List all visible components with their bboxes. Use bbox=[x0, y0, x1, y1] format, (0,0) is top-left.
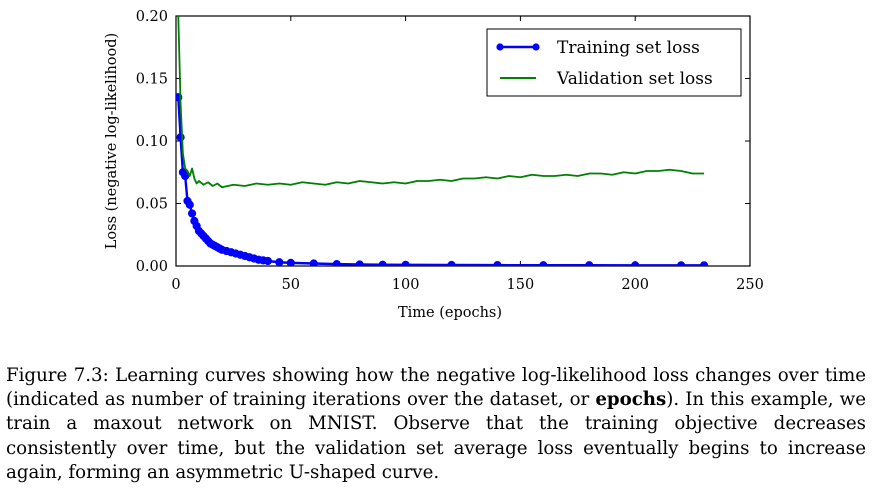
chart-legend: Training set loss Validation set loss bbox=[486, 28, 742, 97]
y-tick-label: 0.10 bbox=[136, 134, 168, 150]
training-loss-point bbox=[677, 261, 686, 266]
training-loss-point bbox=[585, 261, 594, 266]
legend-box bbox=[486, 28, 742, 97]
caption-emphasis: epochs bbox=[595, 389, 667, 411]
x-tick-label: 100 bbox=[392, 277, 420, 293]
training-loss-point bbox=[401, 260, 410, 266]
training-loss-point bbox=[378, 260, 387, 266]
legend-label: Training set loss bbox=[557, 38, 700, 58]
training-loss-point bbox=[275, 258, 284, 266]
x-tick-label: 0 bbox=[171, 277, 180, 293]
training-loss-point bbox=[493, 261, 502, 266]
legend-marker bbox=[496, 43, 504, 51]
y-axis-label: Loss (negative log-likelihood) bbox=[104, 33, 120, 249]
caption-suffix: ). In this example, we train a maxout ne… bbox=[6, 389, 866, 483]
training-loss-point bbox=[181, 171, 190, 181]
training-loss-point bbox=[309, 259, 318, 266]
training-loss-point bbox=[699, 261, 709, 266]
x-axis-label: Time (epochs) bbox=[398, 305, 502, 321]
training-loss-point bbox=[187, 209, 197, 218]
legend-label: Validation set loss bbox=[556, 69, 713, 89]
validation-loss-line bbox=[177, 16, 705, 189]
y-tick-label: 0.15 bbox=[136, 72, 168, 88]
legend-marker bbox=[532, 43, 540, 51]
training-loss-point bbox=[332, 260, 341, 266]
x-tick-label: 50 bbox=[282, 277, 300, 293]
training-loss-point bbox=[447, 260, 456, 266]
x-tick-label: 200 bbox=[621, 277, 649, 293]
training-loss-point bbox=[263, 256, 272, 266]
figure-caption: Figure 7.3: Learning curves showing how … bbox=[6, 364, 866, 485]
training-loss-point bbox=[631, 261, 640, 266]
caption-prefix: Figure 7.3: Learning curves showing how … bbox=[6, 365, 866, 411]
y-tick-label: 0.00 bbox=[136, 259, 168, 275]
training-loss-point bbox=[539, 261, 548, 266]
series-layer bbox=[176, 16, 709, 266]
training-loss-point bbox=[185, 200, 194, 209]
chart-axes: 0 50 100 150 200 250 0.00 0.05 0.10 0.15 0.20 bbox=[136, 9, 764, 293]
y-tick-label: 0.20 bbox=[136, 9, 168, 25]
axis-labels: Time (epochs) Loss (negative log-likeliho… bbox=[104, 33, 502, 321]
x-tick-label: 150 bbox=[507, 277, 535, 293]
training-loss-point bbox=[355, 260, 364, 266]
training-loss-line bbox=[177, 97, 705, 266]
y-tick-label: 0.05 bbox=[136, 197, 168, 213]
x-tick-label: 250 bbox=[736, 277, 764, 293]
training-loss-point bbox=[286, 258, 295, 266]
learning-curves-chart: 0 50 100 150 200 250 0.00 0.05 0.10 0.15 0.20 Trai… bbox=[104, 9, 764, 321]
